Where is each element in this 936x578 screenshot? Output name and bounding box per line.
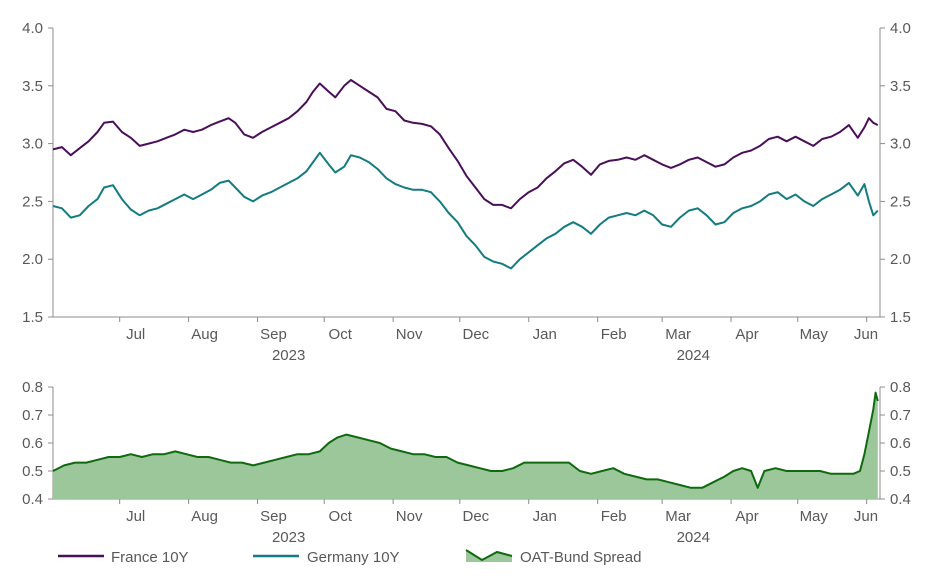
yields-panel: 1.5 1.5 2.0 2.0 2.5 2.5 3.0 3.0 3.5 3.5 4.0 4.0 Jul A… — [22, 20, 911, 364]
yields-y-tick-label-left: 2.5 — [22, 193, 43, 210]
spread-y-tick-label-left: 0.7 — [22, 407, 43, 424]
legend-label-france: France 10Y — [111, 549, 189, 566]
spread-x-tick-label: Jul — [126, 508, 145, 525]
yields-x-tick-label: Jun — [854, 326, 878, 343]
yields-x-tick-label: Jan — [533, 326, 557, 343]
spread-x-tick-label: Jun — [854, 508, 878, 525]
spread-x-tick-label: Nov — [396, 508, 423, 525]
spread-x-tick-label: Oct — [329, 508, 353, 525]
yields-x-tick-label: Aug — [191, 326, 218, 343]
series-line-france-10y — [52, 79, 879, 210]
yields-y-tick-label-left: 3.5 — [22, 78, 43, 95]
legend-item-france: France 10Y — [58, 549, 189, 566]
yields-y-tick-label-right: 3.5 — [890, 78, 911, 95]
spread-x-tick-label: Sep — [260, 508, 287, 525]
spread-y-tick-label-right: 0.8 — [890, 379, 911, 396]
spread-panel: 0.4 0.4 0.5 0.5 0.6 0.6 0.7 0.7 0.8 0.8 Jul Aug Sep O… — [22, 379, 911, 546]
legend-label-germany: Germany 10Y — [307, 549, 400, 566]
spread-y-tick-label-right: 0.6 — [890, 435, 911, 452]
yields-x-tick-label: Mar — [665, 326, 691, 343]
yields-y-tick-label-right: 2.0 — [890, 251, 911, 268]
legend-swatch-spread-line — [465, 549, 513, 562]
yields-y-tick-label-right: 2.5 — [890, 193, 911, 210]
spread-y-tick-label-right: 0.7 — [890, 407, 911, 424]
yields-y-tick-label-left: 3.0 — [22, 136, 43, 153]
series-line-germany-10y — [52, 151, 879, 270]
legend-item-germany: Germany 10Y — [253, 549, 400, 566]
legend-item-spread: OAT-Bund Spread — [465, 549, 641, 566]
spread-y-tick-label-left: 0.4 — [22, 491, 43, 508]
series-area-oat-bund-spread — [53, 392, 878, 499]
yields-y-tick-label-left: 1.5 — [22, 309, 43, 326]
spread-y-tick-label-right: 0.4 — [890, 491, 911, 508]
legend-label-spread: OAT-Bund Spread — [520, 549, 641, 566]
spread-x-tick-label: Feb — [601, 508, 627, 525]
yields-x-tick-label: Nov — [396, 326, 423, 343]
yields-x-tick-label: Sep — [260, 326, 287, 343]
spread-x-tick-label: May — [800, 508, 829, 525]
spread-x-tick-label: Jan — [533, 508, 557, 525]
spread-x-tick-label: Dec — [462, 508, 489, 525]
yields-y-tick-label-right: 3.0 — [890, 136, 911, 153]
yields-x-tick-label: Oct — [329, 326, 353, 343]
yields-x-tick-label: Dec — [462, 326, 489, 343]
yields-y-tick-label-left: 2.0 — [22, 251, 43, 268]
spread-x-tick-label: Mar — [665, 508, 691, 525]
series-line-oat-bund-spread — [52, 391, 879, 489]
spread-year-label: 2024 — [677, 529, 710, 546]
yields-year-label: 2023 — [272, 347, 305, 364]
spread-x-tick-label: Apr — [735, 508, 758, 525]
yields-y-tick-label-right: 1.5 — [890, 309, 911, 326]
yields-x-tick-label: Apr — [735, 326, 758, 343]
spread-y-tick-label-left: 0.5 — [22, 463, 43, 480]
yields-x-tick-label: May — [800, 326, 829, 343]
yields-y-tick-label-right: 4.0 — [890, 20, 911, 37]
yields-x-tick-label: Feb — [601, 326, 627, 343]
spread-y-tick-label-left: 0.8 — [22, 379, 43, 396]
spread-y-tick-label-right: 0.5 — [890, 463, 911, 480]
yields-x-tick-label: Jul — [126, 326, 145, 343]
spread-year-label: 2023 — [272, 529, 305, 546]
spread-x-tick-label: Aug — [191, 508, 218, 525]
spread-y-tick-label-left: 0.6 — [22, 435, 43, 452]
yields-year-label: 2024 — [677, 347, 710, 364]
yields-y-tick-label-left: 4.0 — [22, 20, 43, 37]
legend: France 10Y Germany 10Y OAT-Bund Spread — [58, 549, 641, 566]
